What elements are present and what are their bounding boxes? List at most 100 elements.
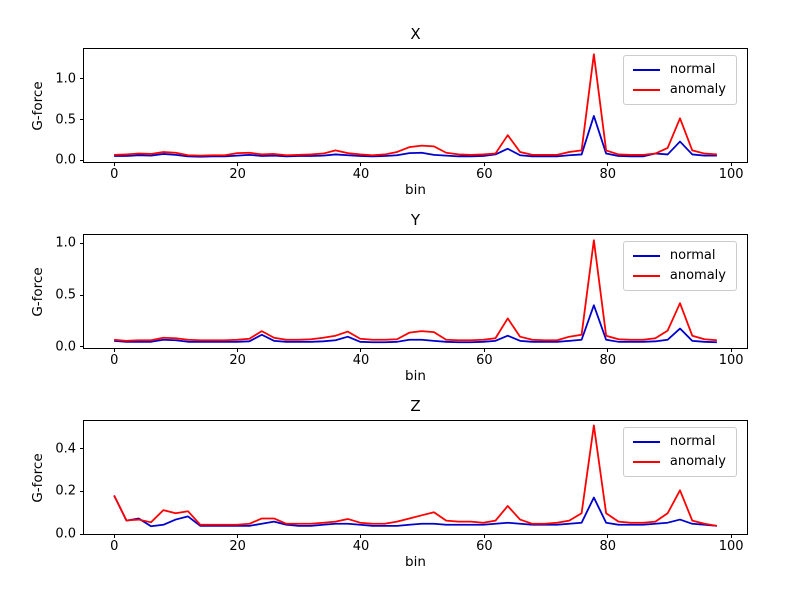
legend-label: anomaly [669,268,726,283]
y-tick-label: 1.0 [55,235,76,251]
subplot-y: Y G-force normal anomaly bin 0 20 40 60 80 10… [0,213,800,383]
y-tick [80,346,84,348]
x-tick-label: 40 [352,539,370,554]
y-tick-label: 0.0 [55,526,76,542]
x-tick [237,534,239,538]
legend-item-normal: normal [632,62,726,78]
legend-label: anomaly [669,82,726,97]
y-tick-label: 0.2 [55,483,76,499]
y-tick [80,448,84,450]
plot-canvas [114,53,717,158]
y-tick [80,159,84,161]
y-axis-label: G-force [30,452,46,503]
subplot-x: X G-force normal anomaly bin 0 20 40 60 80 10… [0,27,800,197]
x-tick-label: 0 [110,167,119,182]
x-tick [730,162,732,166]
y-tick [80,78,84,80]
legend-item-normal: normal [632,248,726,264]
x-tick-label: 80 [599,353,616,368]
x-tick [607,348,609,352]
x-tick [730,348,732,352]
x-tick [113,534,115,538]
plot-area-x: X G-force normal anomaly bin 0 20 40 60 80 10… [30,27,748,197]
y-tick [80,294,84,296]
y-axis-label: G-force [30,80,46,131]
legend-line-normal-icon [632,255,660,257]
x-tick-label: 80 [599,167,616,182]
series-line-normal [114,304,717,344]
x-tick-label: 60 [476,167,493,182]
x-tick [360,534,362,538]
x-tick-label: 0 [110,353,119,368]
x-axis-label: bin [405,368,426,384]
y-tick [80,242,84,244]
series-line-anomaly [114,53,717,157]
x-tick-label: 100 [718,539,744,554]
x-tick-label: 60 [476,539,493,554]
legend-line-normal-icon [632,441,660,443]
legend-label: anomaly [669,454,726,469]
series-line-anomaly [113,424,718,527]
y-tick-label: 0.4 [55,441,76,457]
subplot-title: X [410,25,421,43]
legend: normal anomaly [622,241,737,291]
x-tick [113,162,115,166]
x-tick-label: 40 [352,167,370,182]
x-tick [730,534,732,538]
x-tick-label: 100 [718,167,744,182]
plot-area-z: Z G-force normal anomaly bin 0 20 40 60 80 10… [30,399,748,569]
x-tick-label: 100 [718,353,744,368]
series-line-normal [113,495,717,528]
legend-line-normal-icon [632,69,660,71]
x-tick [237,162,239,166]
series-line-anomaly [114,239,717,342]
legend: normal anomaly [622,55,737,105]
y-tick [80,533,84,535]
plot-area-y: Y G-force normal anomaly bin 0 20 40 60 80 10… [30,213,748,383]
legend-item-anomaly: anomaly [632,454,726,470]
x-tick-label: 20 [229,539,246,554]
x-tick [483,534,485,538]
y-tick-label: 1.0 [55,71,76,87]
x-tick [607,162,609,166]
plot-canvas [114,239,717,344]
legend-item-anomaly: anomaly [632,268,726,284]
y-tick [80,119,84,121]
x-tick [360,348,362,352]
legend-line-anomaly-icon [632,89,660,91]
x-tick [483,162,485,166]
y-tick-label: 0.0 [55,152,76,168]
y-tick-label: 0.0 [55,339,76,355]
x-tick-label: 20 [229,353,246,368]
y-axis-label: G-force [30,266,46,317]
x-tick [360,162,362,166]
legend-label: normal [669,434,716,449]
x-tick [483,348,485,352]
y-tick [80,490,84,492]
x-tick-label: 40 [352,353,370,368]
legend-label: normal [669,248,716,263]
series-line-normal [114,115,717,158]
x-axis-label: bin [405,182,426,198]
subplot-title: Y [410,211,421,229]
x-tick-label: 0 [110,539,119,554]
plot-canvas [113,424,718,528]
legend-line-anomaly-icon [632,461,660,463]
x-tick-label: 60 [476,353,493,368]
y-tick-label: 0.5 [55,287,76,303]
y-tick-label: 0.5 [55,112,76,128]
legend-label: normal [669,62,716,77]
subplot-z: Z G-force normal anomaly bin 0 20 40 60 80 10… [0,399,800,569]
x-tick-label: 80 [599,539,616,554]
x-tick [237,348,239,352]
legend: normal anomaly [622,427,737,477]
x-tick [113,348,115,352]
x-tick [607,534,609,538]
subplot-title: Z [410,397,421,415]
legend-item-normal: normal [632,434,726,450]
legend-item-anomaly: anomaly [632,82,726,98]
x-tick-label: 20 [229,167,246,182]
legend-line-anomaly-icon [632,275,660,277]
x-axis-label: bin [405,554,426,570]
